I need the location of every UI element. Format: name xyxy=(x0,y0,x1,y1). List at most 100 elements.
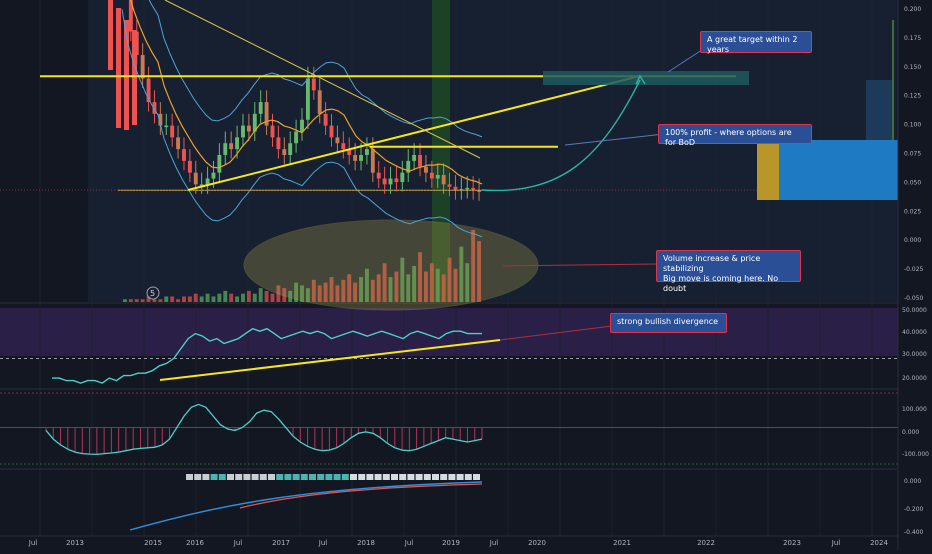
volume-bar xyxy=(294,282,299,302)
candle-body xyxy=(359,155,363,161)
x-tick-label: 2016 xyxy=(186,539,204,547)
price-tick-label: 0.175 xyxy=(904,35,921,42)
volume-bar xyxy=(347,274,352,302)
candle-body xyxy=(132,30,137,125)
candle-body xyxy=(241,125,245,138)
price-candles xyxy=(108,0,481,201)
price-tick-label: 0.025 xyxy=(904,208,921,215)
event-marker-label: 5 xyxy=(150,289,155,298)
volume-bar xyxy=(382,263,387,302)
volume-bar xyxy=(471,230,476,302)
candle-body xyxy=(252,113,257,132)
candle-body xyxy=(199,184,204,186)
oscillator-block xyxy=(235,474,243,480)
volume-bar xyxy=(447,257,452,302)
moving-average-line xyxy=(129,0,483,185)
volume-bar xyxy=(264,290,269,302)
x-tick-label: 2018 xyxy=(357,539,375,547)
candle-body xyxy=(382,178,387,185)
x-tick-label: Jul xyxy=(404,539,414,547)
x-tick-label: Jul xyxy=(233,539,243,547)
price-tick-label: 0.125 xyxy=(904,93,921,100)
candle-body xyxy=(294,131,299,144)
oscillator-block xyxy=(325,474,333,480)
oscillator-block xyxy=(194,474,202,480)
price-tick-label: 0.200 xyxy=(904,6,921,13)
oscillator-block xyxy=(341,474,349,480)
candle-body xyxy=(347,149,352,155)
volume-bar xyxy=(364,268,369,302)
oscillator-block xyxy=(464,474,472,480)
oscillator-tick-label: -0.400 xyxy=(904,529,924,536)
event-marker xyxy=(146,286,160,300)
x-tick-label: 2015 xyxy=(144,539,162,547)
volume-bar xyxy=(134,299,139,302)
candle-body xyxy=(158,113,163,126)
candle-body xyxy=(193,172,198,185)
candle-body xyxy=(108,0,113,70)
candle-body xyxy=(317,90,322,114)
volume-bar xyxy=(176,299,181,302)
candle-body xyxy=(323,113,328,126)
volume-bar xyxy=(288,290,293,302)
oscillator-block xyxy=(276,474,284,480)
volume-bar xyxy=(370,279,375,302)
volume-bar xyxy=(335,285,340,302)
volume-bar xyxy=(270,293,275,302)
volume-bar xyxy=(211,296,216,302)
x-tick-label: 2021 xyxy=(613,539,631,547)
oscillator-block xyxy=(415,474,423,480)
volume-bar xyxy=(140,299,145,302)
candle-body xyxy=(187,160,192,173)
volume-bar xyxy=(123,299,127,302)
oscillator-block xyxy=(382,474,390,480)
oscillator-slow-line xyxy=(239,483,483,509)
candle-body xyxy=(376,172,381,179)
target-callout: A great target within 2 years xyxy=(700,31,812,54)
target-zone-box xyxy=(543,71,749,85)
candle-body xyxy=(176,137,181,150)
volume-bar xyxy=(229,293,234,302)
candle-body xyxy=(205,178,210,185)
axes: 0.200 0.175 0.150 0.125 0.100 0.075 0.050 0.025… xyxy=(28,0,932,550)
candle-body xyxy=(223,143,228,155)
oscillator-block xyxy=(440,474,448,480)
volume-callout-line1: Volume increase & price stabilizing xyxy=(663,254,761,273)
volume-bar xyxy=(217,293,222,302)
x-tick-label: 2013 xyxy=(66,539,84,547)
volume-bar xyxy=(329,277,334,302)
oscillator-block xyxy=(432,474,439,480)
oscillator-block xyxy=(317,474,325,480)
momentum-line xyxy=(45,403,483,456)
candle-body xyxy=(370,149,375,173)
rsi-tick-label: 40.0000 xyxy=(902,329,927,336)
profit-callout: 100% profit - where options are for BoD xyxy=(658,124,812,147)
volume-bar xyxy=(276,285,281,302)
momentum-tick-label: -100.000 xyxy=(902,451,929,458)
candle-body xyxy=(288,143,293,155)
volume-bar xyxy=(359,277,363,302)
volume-bar xyxy=(152,299,157,302)
volume-bar xyxy=(246,290,251,302)
upper-band-line xyxy=(148,0,483,138)
oscillator-block xyxy=(218,474,226,480)
volume-bar xyxy=(199,296,204,302)
volume-bar xyxy=(258,288,263,302)
oscillator-block xyxy=(309,474,316,480)
chart-overlays: 0.0445 xyxy=(0,0,923,300)
volume-bar xyxy=(376,274,381,302)
candle-body xyxy=(146,78,151,103)
x-tick-label: 2020 xyxy=(528,539,546,547)
oscillator-block xyxy=(202,474,210,480)
candle-body xyxy=(124,20,129,130)
volume-bar xyxy=(128,299,133,302)
rsi-divergence-line xyxy=(159,339,501,381)
x-tick-label: 2017 xyxy=(272,539,290,547)
volume-bar xyxy=(235,296,240,302)
x-tick-label: 2019 xyxy=(442,539,460,547)
oscillator-panel xyxy=(129,474,483,531)
candle-body xyxy=(246,125,251,132)
volume-bar xyxy=(388,277,393,302)
oscillator-signal-line xyxy=(129,481,483,531)
